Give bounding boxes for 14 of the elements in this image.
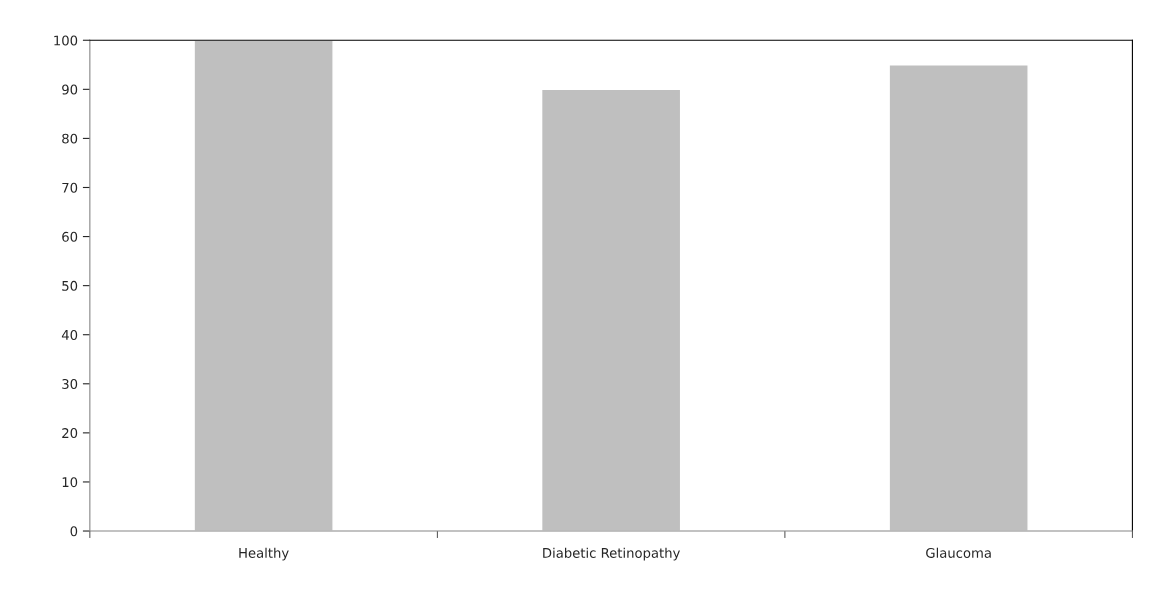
y-tick-label: 30 — [62, 379, 78, 389]
y-tick-label: 80 — [62, 133, 78, 144]
y-tick-label: 50 — [62, 280, 78, 291]
x-tick-label: Glaucoma — [926, 547, 991, 558]
y-tick-label: 40 — [61, 329, 78, 340]
x-tick-label: Healthy — [239, 547, 289, 561]
y-tick-label: 90 — [62, 84, 78, 95]
y-tick-label: 60 — [62, 231, 78, 242]
y-tick-label: 10 — [62, 477, 78, 488]
y-tick-label: 0 — [70, 526, 78, 537]
y-tick-label: 100 — [54, 35, 78, 46]
x-tick-label: Diabetic Retinopathy — [543, 547, 680, 561]
y-tick-label: 70 — [62, 182, 78, 193]
y-tick-label: 20 — [62, 428, 78, 439]
